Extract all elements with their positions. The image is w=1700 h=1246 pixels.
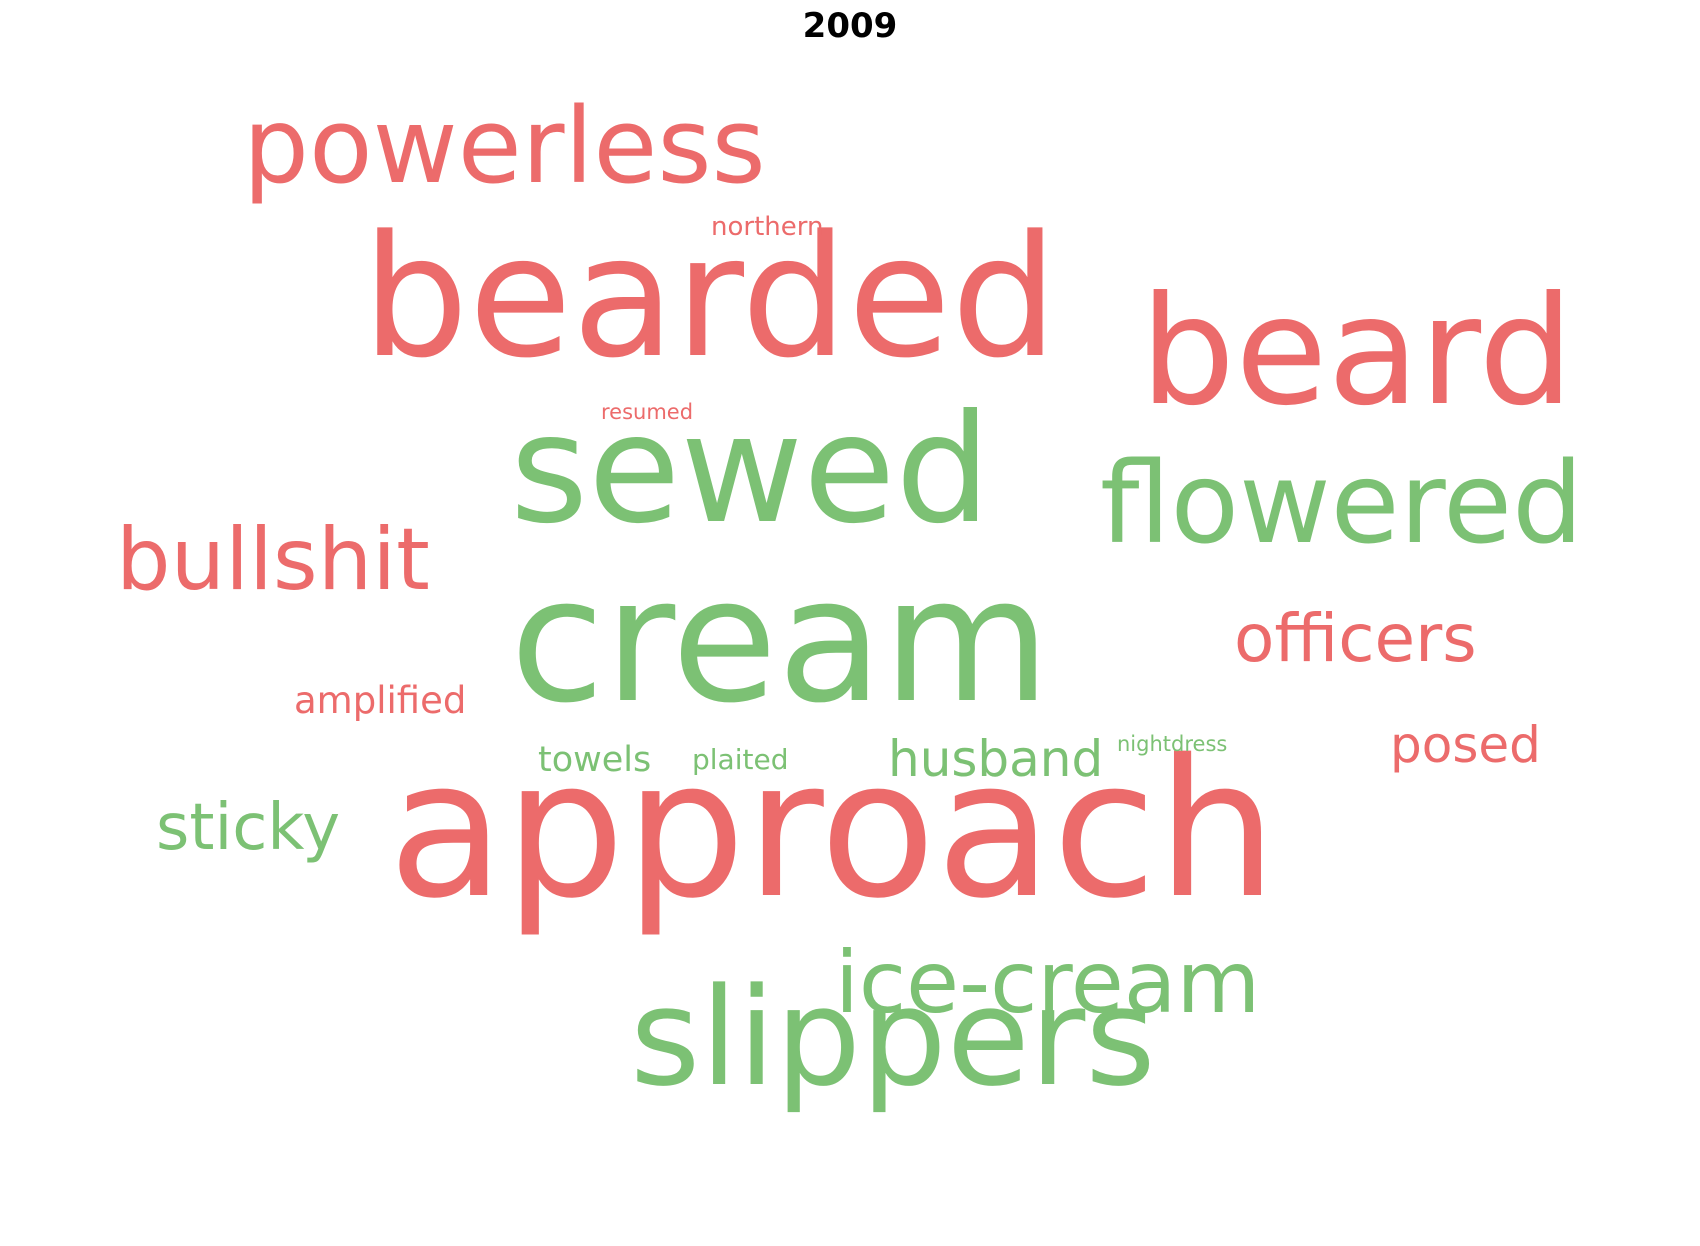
word-bearded: bearded	[362, 199, 1058, 395]
word-towels: towels	[538, 740, 652, 780]
word-cream: cream	[510, 540, 1051, 741]
word-plaited: plaited	[692, 743, 789, 776]
word-resumed: resumed	[601, 400, 694, 424]
word-bullshit: bullshit	[116, 510, 430, 610]
word-beard: beard	[1140, 265, 1574, 439]
word-officers: officers	[1234, 600, 1477, 677]
word-sticky: sticky	[156, 791, 341, 865]
word-husband: husband	[888, 730, 1104, 788]
chart-title: 2009	[802, 6, 898, 46]
word-posed: posed	[1390, 716, 1541, 774]
word-approach: approach	[388, 719, 1278, 940]
word-sewed: sewed	[510, 383, 991, 557]
word-ice-cream: ice-cream	[835, 933, 1261, 1033]
word-slippers: slippers	[630, 959, 1156, 1116]
word-flowered: flowered	[1100, 439, 1584, 569]
word-amplified: amplified	[294, 679, 467, 722]
word-powerless: powerless	[243, 85, 766, 207]
word-nightdress: nightdress	[1117, 732, 1228, 756]
word-northern: northern	[711, 212, 824, 242]
